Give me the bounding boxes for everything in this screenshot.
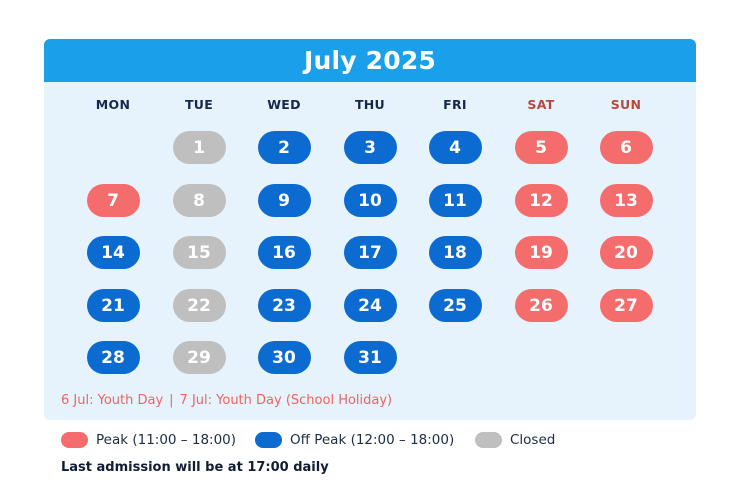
holiday-second: 7 Jul: Youth Day (School Holiday) — [179, 393, 393, 408]
legend: Peak (11:00 – 18:00) Off Peak (12:00 – 1… — [61, 432, 701, 452]
calendar-header: July 2025 — [44, 39, 696, 82]
weekday-mon: MON — [95, 97, 131, 112]
weekday-sat: SAT — [527, 97, 555, 112]
day-14[interactable]: 14 — [86, 236, 140, 269]
day-10[interactable]: 10 — [343, 184, 397, 217]
day-23[interactable]: 23 — [257, 289, 311, 322]
day-22[interactable]: 22 — [172, 289, 226, 322]
weekday-header-row: MON TUE WED THU FRI SAT SUN — [44, 97, 696, 117]
legend-peak-label: Peak (11:00 – 18:00) — [96, 432, 237, 448]
day-6[interactable]: 6 — [599, 131, 653, 164]
day-1[interactable]: 1 — [172, 131, 226, 164]
day-25[interactable]: 25 — [428, 289, 482, 322]
day-30[interactable]: 30 — [257, 341, 311, 374]
day-20[interactable]: 20 — [599, 236, 653, 269]
holiday-note: 6 Jul: Youth Day | 7 Jul: Youth Day (Schoo… — [61, 393, 392, 408]
weekday-sun: SUN — [610, 97, 642, 112]
day-15[interactable]: 15 — [172, 236, 226, 269]
month-title: July 2025 — [303, 46, 437, 75]
day-19[interactable]: 19 — [514, 236, 568, 269]
day-18[interactable]: 18 — [428, 236, 482, 269]
day-2[interactable]: 2 — [257, 131, 311, 164]
legend-closed-label: Closed — [510, 432, 556, 448]
day-8[interactable]: 8 — [172, 184, 226, 217]
day-7[interactable]: 7 — [86, 184, 140, 217]
day-27[interactable]: 27 — [599, 289, 653, 322]
day-17[interactable]: 17 — [343, 236, 397, 269]
day-9[interactable]: 9 — [257, 184, 311, 217]
weekday-thu: THU — [354, 97, 386, 112]
legend-off-peak: Off Peak (12:00 – 18:00) — [255, 432, 454, 448]
legend-off-peak-label: Off Peak (12:00 – 18:00) — [290, 432, 455, 448]
weekday-wed: WED — [267, 97, 301, 112]
legend-peak-swatch — [61, 432, 88, 448]
day-29[interactable]: 29 — [172, 341, 226, 374]
holiday-separator: | — [169, 393, 174, 408]
day-13[interactable]: 13 — [599, 184, 653, 217]
last-admission-note: Last admission will be at 17:00 daily — [61, 460, 329, 475]
day-12[interactable]: 12 — [514, 184, 568, 217]
holiday-first: 6 Jul: Youth Day — [61, 393, 164, 408]
day-28[interactable]: 28 — [86, 341, 140, 374]
legend-closed: Closed — [475, 432, 555, 448]
day-26[interactable]: 26 — [514, 289, 568, 322]
weekday-tue: TUE — [184, 97, 214, 112]
day-31[interactable]: 31 — [343, 341, 397, 374]
day-3[interactable]: 3 — [343, 131, 397, 164]
day-11[interactable]: 11 — [428, 184, 482, 217]
legend-closed-swatch — [475, 432, 502, 448]
day-24[interactable]: 24 — [343, 289, 397, 322]
weekday-fri: FRI — [443, 97, 467, 112]
day-5[interactable]: 5 — [514, 131, 568, 164]
legend-peak: Peak (11:00 – 18:00) — [61, 432, 236, 448]
day-4[interactable]: 4 — [428, 131, 482, 164]
legend-off-peak-swatch — [255, 432, 282, 448]
day-21[interactable]: 21 — [86, 289, 140, 322]
day-16[interactable]: 16 — [257, 236, 311, 269]
